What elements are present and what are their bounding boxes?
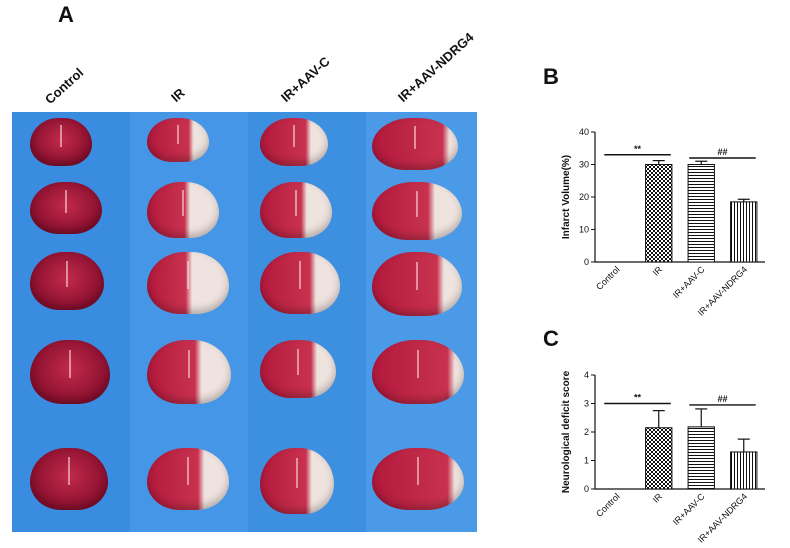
panel-letter-a: A (58, 2, 74, 27)
y-axis-label: Infarct Volume(%) (561, 155, 572, 239)
brain-slice-midline (66, 260, 68, 287)
y-tick-label: 0 (584, 484, 589, 494)
photo-column-label-ir-aav-ndrg4: IR+AAV-NDRG4 (394, 29, 477, 106)
x-tick-label: IR+AAV-C (671, 491, 707, 527)
x-tick-label: Control (594, 264, 622, 292)
brain-slice-midline (295, 190, 297, 216)
x-tick-label: Control (594, 491, 622, 519)
brain-slice (30, 118, 92, 166)
brain-slice-midline (414, 125, 416, 150)
brain-slice (30, 340, 110, 404)
x-tick-label: IR (651, 491, 665, 505)
brain-slice (372, 118, 458, 170)
brain-slice-midline (417, 349, 419, 379)
brain-slice-midline (188, 349, 190, 379)
brain-slice (372, 340, 464, 404)
brain-slice-midline (182, 190, 184, 216)
brain-slice (147, 182, 219, 238)
infarct-volume-chart: 0 10 20 30 40 Infarct Volume(%) Control IR IR+AA… (561, 127, 765, 318)
brain-slice (30, 182, 102, 234)
bar (730, 451, 758, 490)
brain-slice-midline (68, 457, 70, 486)
y-tick-label: 20 (579, 192, 589, 202)
brain-slice-midline (177, 124, 179, 145)
brain-slice-midline (293, 125, 295, 147)
brain-slice-midline (299, 261, 301, 290)
significance-label: ## (717, 147, 727, 157)
brain-slice (260, 182, 332, 238)
brain-slice (147, 340, 231, 404)
brain-slice-midline (65, 189, 67, 214)
brain-slice (372, 252, 462, 316)
significance-label: ** (634, 393, 642, 403)
y-tick-label: 30 (579, 160, 589, 170)
brain-slice (372, 182, 462, 240)
brain-slice (372, 448, 464, 510)
significance-label: ** (634, 144, 642, 154)
brain-slice (147, 118, 209, 162)
photo-column-label-control: Control (41, 64, 87, 107)
y-tick-label: 0 (584, 257, 589, 267)
brain-slice (30, 252, 104, 310)
panel-letter-b: B (543, 64, 559, 89)
panel-letter-c: C (543, 326, 559, 351)
y-axis-label: Neurological deficit score (561, 370, 572, 493)
brain-slice-midline (417, 457, 419, 486)
brain-slice (147, 448, 229, 510)
y-tick-label: 10 (579, 225, 589, 235)
brain-slice-midline (187, 457, 189, 486)
brain-slice-midline (296, 457, 298, 488)
brain-slice-midline (416, 190, 418, 217)
photo-column-label-ir-aav-c: IR+AAV-C (277, 53, 333, 105)
brain-slice-midline (416, 261, 418, 291)
y-tick-label: 40 (579, 127, 589, 137)
brain-slice (260, 448, 334, 514)
brain-slice-midline (60, 125, 62, 147)
bar (730, 201, 758, 263)
brain-slices-photo (12, 112, 477, 532)
x-tick-label: IR (651, 264, 665, 278)
brain-slice (260, 252, 340, 314)
significance-label: ## (717, 394, 727, 404)
neurological-deficit-chart: 0 1 2 3 4 Neurological deficit score Control IR… (561, 370, 765, 545)
y-tick-label: 3 (584, 399, 589, 409)
brain-slice-midline (69, 349, 71, 379)
bar (645, 427, 673, 490)
bar (687, 426, 715, 490)
brain-slice-midline (297, 348, 299, 375)
bar (687, 164, 715, 263)
bar (645, 164, 673, 263)
brain-slice (260, 118, 328, 166)
y-tick-label: 4 (584, 370, 589, 380)
y-tick-label: 1 (584, 456, 589, 466)
y-tick-label: 2 (584, 427, 589, 437)
brain-slice (147, 252, 229, 314)
brain-slice (30, 448, 108, 510)
brain-slice-midline (187, 261, 189, 290)
photo-column-label-ir: IR (167, 85, 188, 105)
x-tick-label: IR+AAV-C (671, 264, 707, 300)
brain-slice (260, 340, 336, 398)
